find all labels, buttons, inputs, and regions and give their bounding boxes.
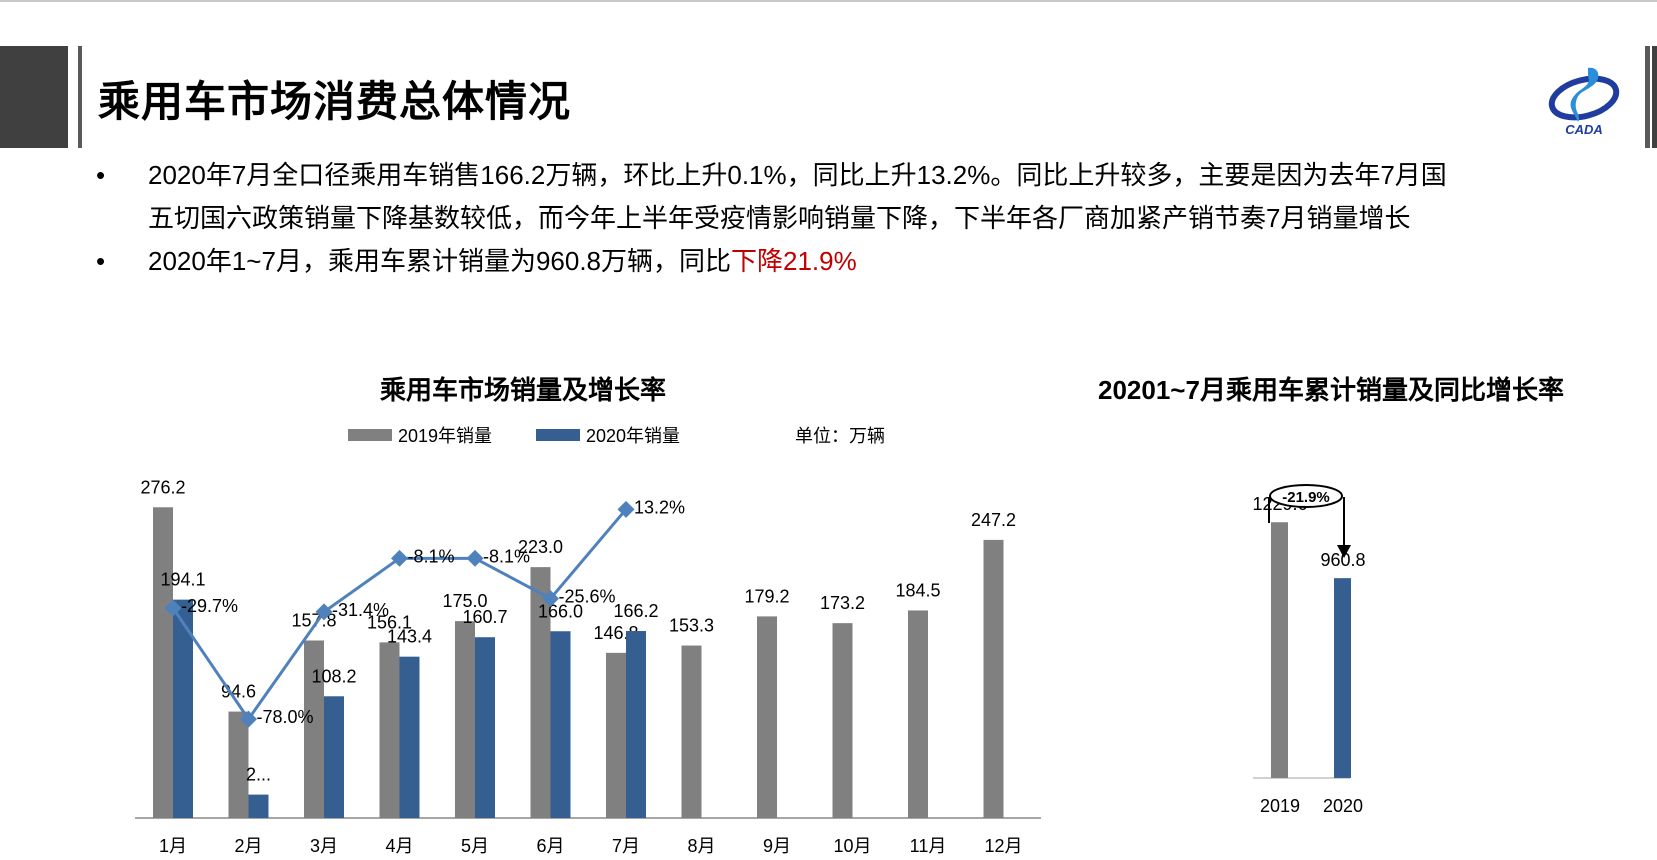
growth-rate-label: -31.4% <box>332 600 389 620</box>
growth-rate-label: -29.7% <box>181 596 238 616</box>
bar-label-2020: 194.1 <box>160 570 205 590</box>
bar-2019 <box>228 711 249 818</box>
x-tick-label: 6月 <box>536 836 564 856</box>
bar-label-2019: 156.1 <box>367 612 412 632</box>
bar-2020 <box>248 794 269 818</box>
right-accent-bar <box>1645 46 1650 148</box>
legend-swatch-blue <box>536 429 580 441</box>
bar-2020 <box>173 599 193 818</box>
x-tick-label: 3月 <box>310 836 338 856</box>
legend-2020: 2020年销量 <box>536 422 680 448</box>
growth-rate-label: 13.2% <box>634 497 685 517</box>
cumulative-chart-title: 20201~7月乘用车累计销量及同比增长率 <box>1098 375 1564 405</box>
x-tick-label: 4月 <box>385 836 413 856</box>
bar-label-2020: 166.0 <box>538 601 583 621</box>
cumulative-bar-label: 960.8 <box>1320 550 1365 570</box>
bar-label-2019: 223.0 <box>518 537 563 557</box>
x-tick-label: 2020 <box>1323 796 1363 816</box>
bar-2020 <box>324 696 344 818</box>
growth-rate-marker <box>315 603 333 621</box>
bar-label-2020: 2... <box>246 765 271 785</box>
growth-rate-marker <box>391 549 408 567</box>
cumulative-bar <box>1271 522 1288 778</box>
cada-logo-icon: CADA <box>1548 67 1620 137</box>
legend-2019: 2019年销量 <box>348 422 492 448</box>
bar-2019 <box>379 642 400 818</box>
bar-label-2019: 175.0 <box>442 591 487 611</box>
x-tick-label: 12月 <box>984 836 1022 856</box>
bar-2019 <box>455 621 475 818</box>
bar-label-2019: 276.2 <box>140 477 185 497</box>
bullet-2-text: 2020年1~7月，乘用车累计销量为960.8万辆，同比 <box>148 246 732 276</box>
growth-rate-marker <box>240 710 257 728</box>
bar-2019 <box>530 567 551 818</box>
bar-2019 <box>681 645 702 818</box>
legend-label-2020: 2020年销量 <box>586 426 681 446</box>
growth-rate-marker <box>617 500 635 518</box>
bullet-dot: • <box>96 246 106 276</box>
bar-label-2019: 94.6 <box>221 682 256 702</box>
annotation-ellipse <box>1269 484 1343 508</box>
x-tick-label: 8月 <box>687 836 715 856</box>
growth-rate-label: -8.1% <box>483 546 530 566</box>
monthly-sales-chart: 276.2194.11月94.62...2月157.8108.23月156.11… <box>135 477 1041 856</box>
annotation-label: -21.9% <box>1282 489 1330 506</box>
bullet-2-highlight: 下降21.9% <box>731 246 857 276</box>
bar-2019 <box>832 623 853 818</box>
legend-swatch-gray <box>348 429 392 441</box>
bar-label-2020: 166.2 <box>613 601 658 621</box>
bar-2019 <box>153 507 173 818</box>
bullet-dot: • <box>96 160 106 190</box>
bar-label-2019: 184.5 <box>895 580 940 600</box>
bar-2020 <box>626 631 646 818</box>
x-tick-label: 11月 <box>910 836 947 856</box>
top-border <box>0 0 1657 2</box>
bar-label-2020: 143.4 <box>387 627 432 647</box>
growth-rate-label: -78.0% <box>257 707 314 727</box>
bullet-1-line-1: 2020年7月全口径乘用车销售166.2万辆，环比上升0.1%，同比上升13.2… <box>148 160 1447 190</box>
bar-2019 <box>908 610 928 818</box>
growth-rate-label: -8.1% <box>408 546 455 566</box>
growth-rate-marker <box>164 599 182 617</box>
x-tick-label: 2019 <box>1260 796 1300 816</box>
growth-rate-label: -25.6% <box>559 587 616 607</box>
title-accent-block <box>0 46 68 148</box>
x-tick-label: 9月 <box>763 836 791 856</box>
legend-label-2019: 2019年销量 <box>398 426 493 446</box>
bar-label-2020: 108.2 <box>311 666 356 686</box>
x-tick-label: 1月 <box>159 836 187 856</box>
annotation-bracket <box>1268 497 1345 547</box>
page-title: 乘用车市场消费总体情况 <box>98 78 572 125</box>
x-tick-label: 2月 <box>234 836 262 856</box>
cumulative-bar <box>1334 578 1351 778</box>
logo-text: CADA <box>1565 122 1603 137</box>
bar-label-2019: 153.3 <box>669 616 714 636</box>
x-tick-label: 5月 <box>461 836 489 856</box>
bar-label-2019: 179.2 <box>744 586 789 606</box>
bar-2019 <box>757 616 777 818</box>
growth-rate-marker <box>466 549 484 567</box>
bullet-list: • 2020年7月全口径乘用车销售166.2万辆，环比上升0.1%，同比上升13… <box>96 154 1648 283</box>
bar-label-2019: 173.2 <box>820 593 865 613</box>
down-arrow-icon <box>1337 545 1351 558</box>
x-tick-label: 7月 <box>612 836 640 856</box>
x-tick-label: 10月 <box>833 836 871 856</box>
right-accent-block <box>1652 46 1657 148</box>
unit-label: 单位：万辆 <box>795 426 885 446</box>
monthly-chart-title: 乘用车市场销量及增长率 <box>380 375 667 405</box>
bullet-item-1: • 2020年7月全口径乘用车销售166.2万辆，环比上升0.1%，同比上升13… <box>96 154 1648 240</box>
bar-2020 <box>475 637 495 818</box>
bar-label-2020: 160.7 <box>462 607 507 627</box>
bullet-item-2: • 2020年1~7月，乘用车累计销量为960.8万辆，同比下降21.9% <box>96 240 1648 283</box>
bar-2020 <box>550 631 571 818</box>
bar-2019 <box>304 640 324 818</box>
bar-label-2019: 247.2 <box>971 510 1016 530</box>
growth-rate-marker <box>542 590 559 608</box>
bar-2019 <box>606 652 626 818</box>
bar-2020 <box>399 656 420 818</box>
bar-2019 <box>983 539 1004 818</box>
bullet-1-line-2: 五切国六政策销量下降基数较低，而今年上半年受疫情影响销量下降，下半年各厂商加紧产… <box>148 203 1411 233</box>
title-accent-bar <box>78 46 82 148</box>
